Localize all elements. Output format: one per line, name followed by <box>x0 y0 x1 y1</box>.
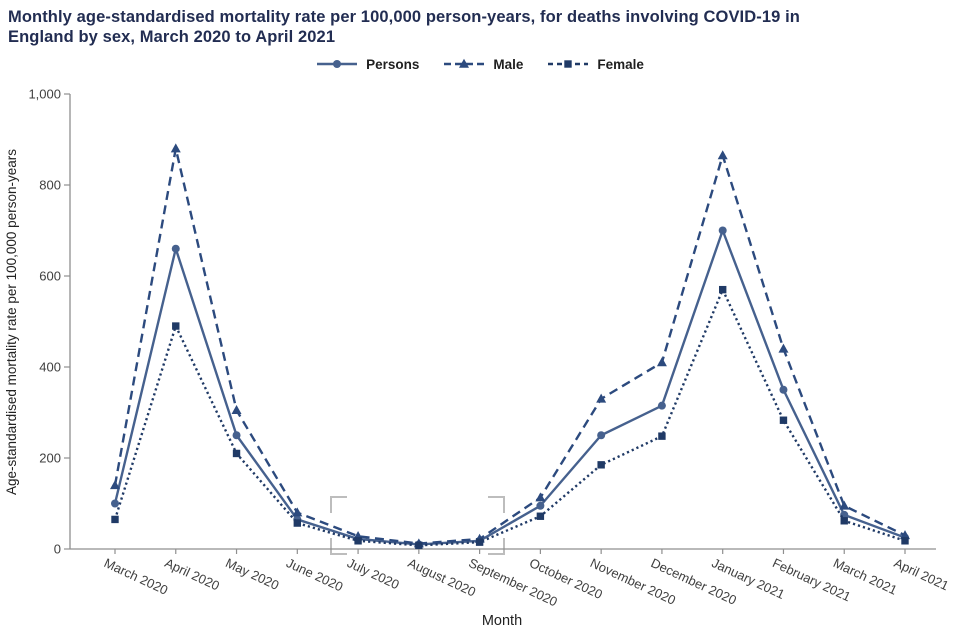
male-line-swatch-icon <box>444 59 485 69</box>
x-tick-label: August 2020 <box>406 555 479 599</box>
mortality-line-chart: Age-standardised mortality rate per 100,… <box>4 87 951 630</box>
series-female <box>111 286 909 550</box>
x-tick-label: April 2021 <box>892 555 951 593</box>
y-tick-label: 200 <box>39 451 61 466</box>
x-tick-label: March 2020 <box>102 555 171 598</box>
chart-header: Monthly age-standardised mortality rate … <box>0 0 960 47</box>
y-tick-label: 800 <box>39 178 61 193</box>
legend-item-male: Male <box>443 56 523 72</box>
x-tick-label: July 2020 <box>345 555 402 592</box>
range-bracket-marks <box>330 496 505 556</box>
y-tick-label: 600 <box>39 269 61 284</box>
chart-title-line2: England by sex, March 2020 to April 2021 <box>8 28 336 47</box>
y-tick-label: 1,000 <box>28 87 61 102</box>
chart-legend: Persons Male Female <box>0 54 960 74</box>
y-axis-title: Age-standardised mortality rate per 100,… <box>4 149 19 495</box>
series-male <box>110 143 910 548</box>
legend-item-persons: Persons <box>316 56 419 72</box>
persons-line-swatch-icon <box>317 60 358 69</box>
legend-label-female: Female <box>597 56 644 72</box>
x-axis-title: Month <box>482 613 522 629</box>
chart-title: Monthly age-standardised mortality rate … <box>0 0 960 47</box>
x-tick-label: April 2020 <box>163 555 222 593</box>
legend-label-male: Male <box>493 56 524 72</box>
female-line-swatch-icon <box>548 60 589 68</box>
y-tick-label: 400 <box>39 360 61 375</box>
legend-item-female: Female <box>547 56 644 72</box>
axes <box>69 94 936 550</box>
chart-title-line1: Monthly age-standardised mortality rate … <box>8 8 800 26</box>
x-tick-label: June 2020 <box>284 555 345 594</box>
y-tick-label: 0 <box>54 542 61 557</box>
x-tick-label: May 2020 <box>223 555 281 593</box>
legend-label-persons: Persons <box>366 56 420 72</box>
